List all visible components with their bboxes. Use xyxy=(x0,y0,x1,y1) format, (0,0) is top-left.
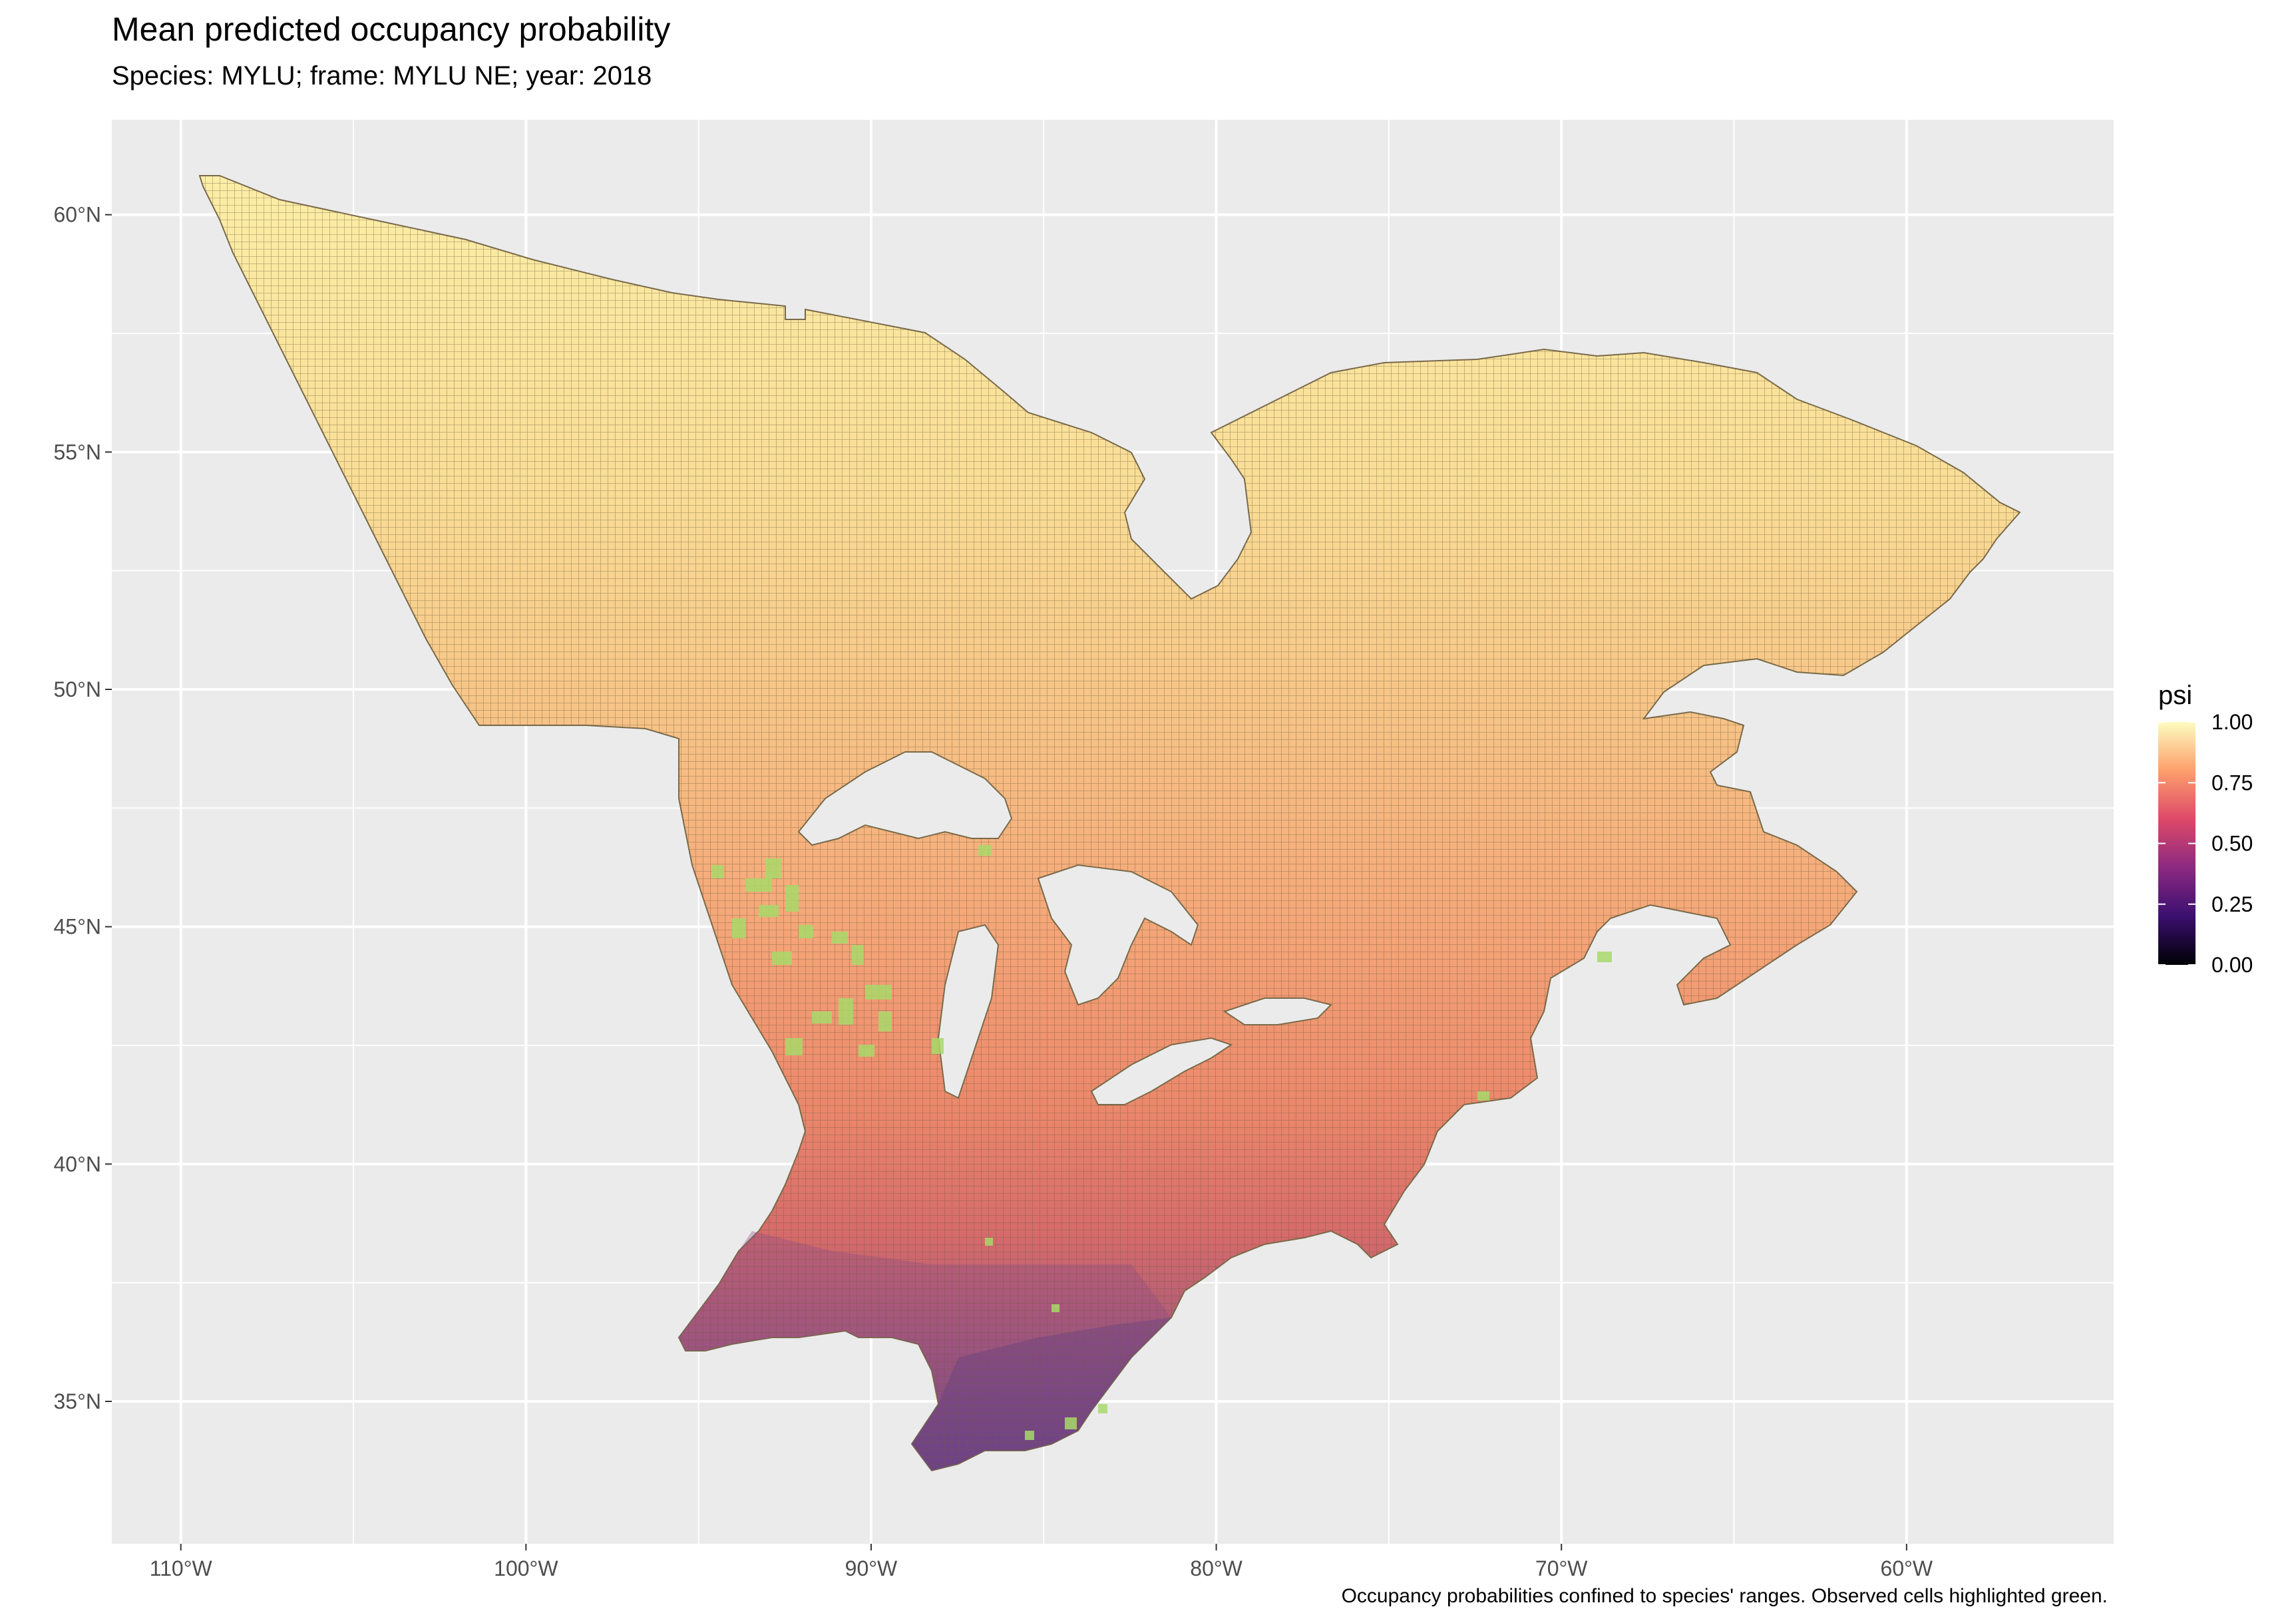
observed-cells xyxy=(712,845,1612,1440)
cell-grid xyxy=(200,176,2020,1471)
y-axis: 60°N 55°N 50°N 45°N 40°N 35°N xyxy=(54,203,112,1413)
legend-tick-label: 0.75 xyxy=(2211,771,2253,795)
x-tick-label: 70°W xyxy=(1535,1556,1588,1580)
legend-tick-label: 0.00 xyxy=(2211,953,2253,977)
x-tick-label: 110°W xyxy=(150,1556,213,1580)
lake-ontario xyxy=(1223,997,1332,1025)
lake-michigan xyxy=(937,924,1000,1099)
y-tick-label: 40°N xyxy=(54,1152,102,1176)
y-tick-label: 60°N xyxy=(54,203,102,227)
lake-erie xyxy=(1090,1037,1233,1105)
lake-superior xyxy=(797,751,1013,846)
chart-title: Mean predicted occupancy probability xyxy=(112,11,671,48)
legend-title: psi xyxy=(2158,681,2193,710)
legend: 1.00 0.75 0.50 0.25 0.00 xyxy=(2158,710,2253,977)
x-tick-label: 90°W xyxy=(845,1556,898,1580)
x-tick-label: 100°W xyxy=(494,1556,558,1580)
y-tick-label: 45°N xyxy=(54,915,102,939)
chart-caption: Occupancy probabilities confined to spec… xyxy=(1341,1585,2108,1607)
occupancy-map xyxy=(198,175,2021,1472)
legend-tick-label: 0.50 xyxy=(2211,832,2253,856)
x-axis: 110°W 100°W 90°W 80°W 70°W 60°W xyxy=(150,1544,1933,1580)
chart-subtitle: Species: MYLU; frame: MYLU NE; year: 201… xyxy=(112,61,652,90)
x-tick-label: 60°W xyxy=(1881,1556,1933,1580)
lake-huron xyxy=(1037,864,1199,1006)
legend-tick-label: 0.25 xyxy=(2211,892,2253,916)
legend-ticks: 1.00 0.75 0.50 0.25 0.00 xyxy=(2158,710,2253,977)
legend-tick-label: 1.00 xyxy=(2211,710,2253,734)
y-tick-label: 35°N xyxy=(54,1389,102,1413)
x-tick-label: 80°W xyxy=(1190,1556,1243,1580)
y-tick-label: 50°N xyxy=(54,677,102,701)
y-tick-label: 55°N xyxy=(54,440,102,464)
